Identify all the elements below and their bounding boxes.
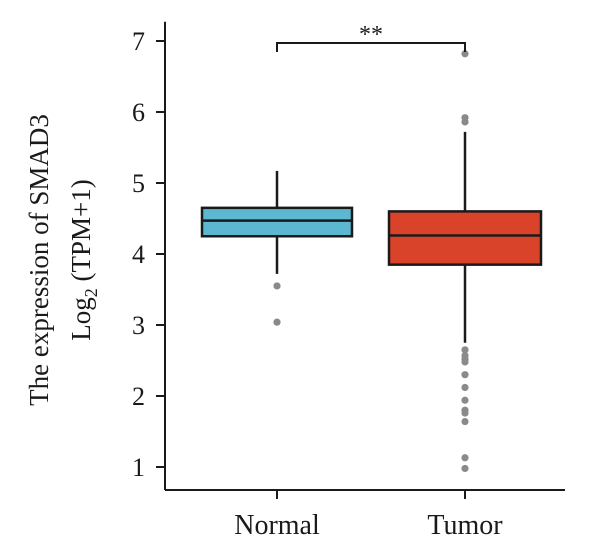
x-tick-label-tumor: Tumor bbox=[427, 510, 503, 541]
y-axis-title-line1: The expression of SMAD3 bbox=[24, 114, 54, 406]
outlier-tumor-12 bbox=[461, 417, 469, 426]
y-axis-title-subscript: 2 bbox=[81, 288, 101, 297]
x-axis: Normal Tumor bbox=[165, 489, 565, 541]
significance-line bbox=[276, 42, 466, 52]
y-axis-title-line2: Log2 (TPM+1) bbox=[66, 179, 101, 340]
y-tick-label-2: 2 bbox=[132, 382, 145, 411]
y-tick-label-6: 6 bbox=[132, 98, 145, 127]
significance-bracket: ** bbox=[276, 22, 466, 52]
outlier-tumor-9 bbox=[461, 396, 469, 404]
box-body-tumor bbox=[387, 210, 543, 266]
outlier-tumor-8 bbox=[461, 383, 469, 392]
box-tumor bbox=[387, 50, 543, 473]
y-axis-title: The expression of SMAD3 Log2 (TPM+1) bbox=[24, 114, 101, 406]
outlier-tumor-14 bbox=[461, 464, 469, 473]
outlier-tumor-11 bbox=[461, 409, 469, 417]
y-tick-label-7: 7 bbox=[132, 27, 145, 56]
boxes-layer bbox=[200, 50, 543, 473]
outlier-tumor-0 bbox=[461, 50, 469, 58]
outlier-tumor-7 bbox=[461, 371, 469, 379]
y-tick-label-5: 5 bbox=[132, 169, 145, 198]
y-axis-title-unit: (TPM+1) bbox=[66, 179, 96, 288]
box-normal bbox=[200, 170, 354, 326]
significance-label: ** bbox=[359, 22, 383, 48]
outlier-normal-1 bbox=[273, 318, 281, 326]
y-axis: 1 2 3 4 5 6 7 bbox=[132, 21, 166, 490]
outlier-tumor-3 bbox=[461, 346, 469, 354]
outlier-tumor-6 bbox=[461, 358, 469, 366]
outlier-tumor-13 bbox=[461, 454, 469, 462]
outlier-normal-0 bbox=[273, 282, 281, 290]
outlier-tumor-2 bbox=[461, 118, 469, 126]
x-tick-label-normal: Normal bbox=[234, 510, 320, 541]
y-tick-label-1: 1 bbox=[132, 453, 145, 482]
y-tick-label-4: 4 bbox=[132, 240, 145, 269]
y-axis-title-log: Log bbox=[66, 297, 96, 341]
box-body-normal bbox=[200, 206, 354, 238]
y-tick-label-3: 3 bbox=[132, 311, 145, 340]
